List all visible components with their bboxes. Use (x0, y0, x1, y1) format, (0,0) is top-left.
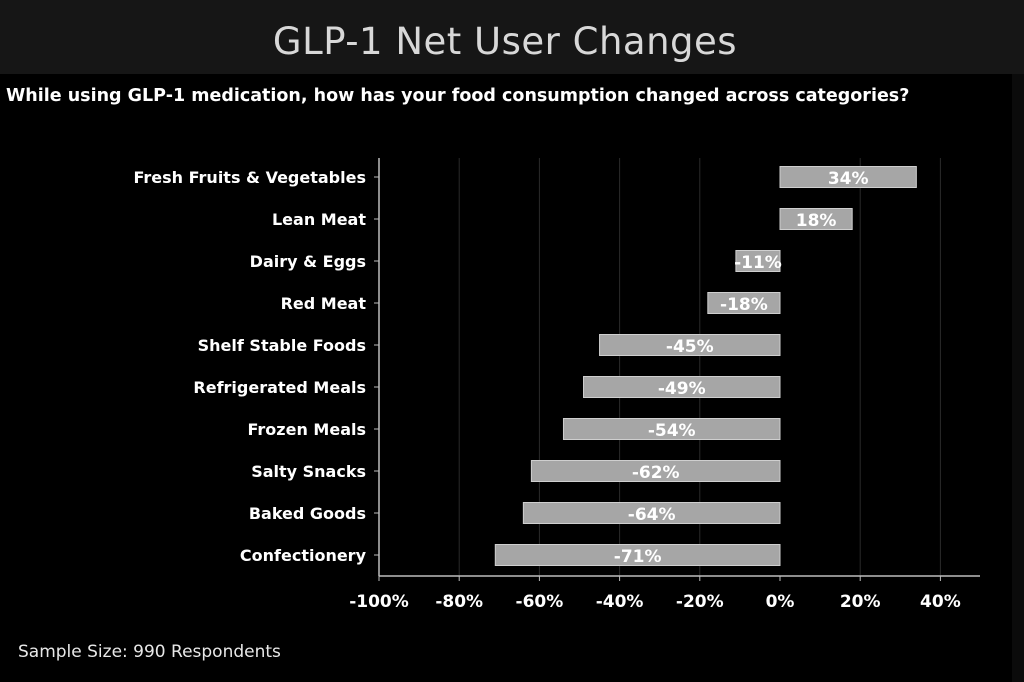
category-label: Red Meat (281, 294, 367, 313)
bar (779, 208, 853, 230)
data-label: -62% (632, 463, 680, 483)
bar (735, 250, 781, 272)
data-label: -71% (614, 547, 662, 567)
x-tick-label: 40% (920, 592, 961, 612)
x-tick-label: -60% (516, 592, 564, 612)
x-tick-label: 0% (766, 592, 795, 612)
category-label: Frozen Meals (248, 420, 367, 439)
data-label: -11% (734, 253, 782, 273)
bar (494, 544, 781, 566)
data-label: 18% (796, 211, 837, 231)
bar (583, 376, 781, 398)
data-label: -45% (666, 337, 714, 357)
bar (707, 292, 781, 314)
bar (599, 334, 781, 356)
data-label: -64% (628, 505, 676, 525)
category-label: Fresh Fruits & Vegetables (134, 168, 367, 187)
data-label: 34% (828, 169, 869, 189)
category-label: Refrigerated Meals (193, 378, 366, 397)
x-tick-label: -80% (435, 592, 483, 612)
category-label: Confectionery (240, 546, 367, 565)
x-tick-label: -40% (596, 592, 644, 612)
x-tick-label: -100% (349, 592, 409, 612)
category-label: Baked Goods (249, 504, 366, 523)
data-label: -54% (648, 421, 696, 441)
category-label: Shelf Stable Foods (198, 336, 366, 355)
title-bar: GLP-1 Net User Changes (0, 0, 1024, 74)
x-tick-label: -20% (676, 592, 724, 612)
bar (779, 166, 917, 188)
category-label: Lean Meat (272, 210, 366, 229)
bar (522, 502, 781, 524)
page-title: GLP-1 Net User Changes (272, 20, 738, 63)
category-label: Dairy & Eggs (250, 252, 366, 271)
bar (530, 460, 781, 482)
category-label: Salty Snacks (251, 462, 366, 481)
data-label: -18% (720, 295, 768, 315)
sample-size-note: Sample Size: 990 Respondents (18, 642, 281, 662)
chart-question: While using GLP-1 medication, how has yo… (6, 86, 910, 106)
x-tick-label: 20% (840, 592, 881, 612)
data-label: -49% (658, 379, 706, 399)
bar (562, 418, 781, 440)
